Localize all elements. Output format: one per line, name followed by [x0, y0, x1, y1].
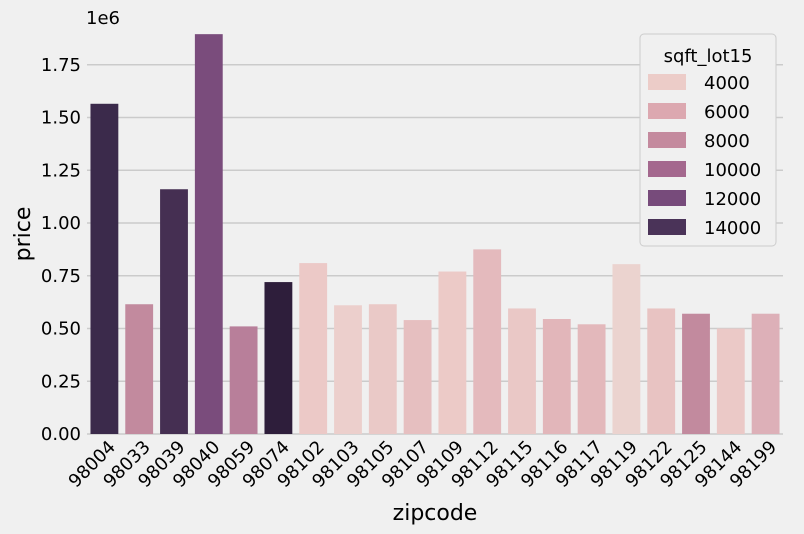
y-tick-label: 1.50	[41, 108, 81, 129]
y-tick-label: 1.75	[41, 55, 81, 76]
bar-98059	[229, 326, 258, 434]
y-tick-labels: 0.00 0.25 0.50 0.75 1.00 1.25 1.50 1.75	[41, 55, 81, 445]
legend: sqft_lot15 4000 6000 8000 10000 12000 14000	[639, 33, 777, 247]
legend-label: 12000	[704, 189, 761, 210]
bar-98039	[160, 189, 188, 434]
bar-98033	[125, 304, 154, 434]
legend-swatch	[648, 219, 686, 235]
y-tick-label: 0.50	[41, 319, 81, 340]
bar-98102	[299, 263, 328, 434]
bar-98004	[90, 103, 119, 434]
bar-98103	[334, 305, 362, 434]
bar-98117	[577, 324, 606, 434]
bar-98144	[716, 328, 745, 434]
bar-98107	[403, 320, 432, 434]
y-tick-label: 0.00	[41, 424, 81, 445]
legend-title: sqft_lot15	[664, 46, 753, 67]
bars	[90, 34, 780, 434]
legend-swatch	[648, 161, 686, 177]
bar-98119	[612, 264, 641, 434]
bar-98122	[647, 308, 676, 434]
legend-swatch	[648, 190, 686, 206]
bar-98112	[473, 249, 502, 434]
bar-98115	[508, 308, 536, 434]
bar-98074	[264, 282, 293, 434]
x-axis-label: zipcode	[393, 501, 478, 526]
legend-label: 4000	[704, 73, 750, 94]
y-axis-label: price	[11, 207, 36, 262]
bar-98105	[368, 304, 397, 434]
legend-label: 10000	[704, 160, 761, 181]
bar-98125	[682, 313, 710, 434]
bar-98199	[751, 313, 780, 434]
y-tick-label: 0.25	[41, 371, 81, 392]
legend-swatch	[648, 103, 686, 119]
legend-label: 8000	[704, 131, 750, 152]
legend-label: 6000	[704, 102, 750, 123]
y-tick-label: 1.00	[41, 213, 81, 234]
y-tick-label: 0.75	[41, 266, 81, 287]
y-tick-label: 1.25	[41, 160, 81, 181]
legend-swatch	[648, 132, 686, 148]
bar-98116	[542, 319, 571, 434]
offset-label: 1e6	[86, 8, 120, 29]
bar-98040	[194, 34, 223, 434]
legend-label: 14000	[704, 218, 761, 239]
bar-98109	[438, 271, 467, 434]
legend-swatch	[648, 74, 686, 90]
